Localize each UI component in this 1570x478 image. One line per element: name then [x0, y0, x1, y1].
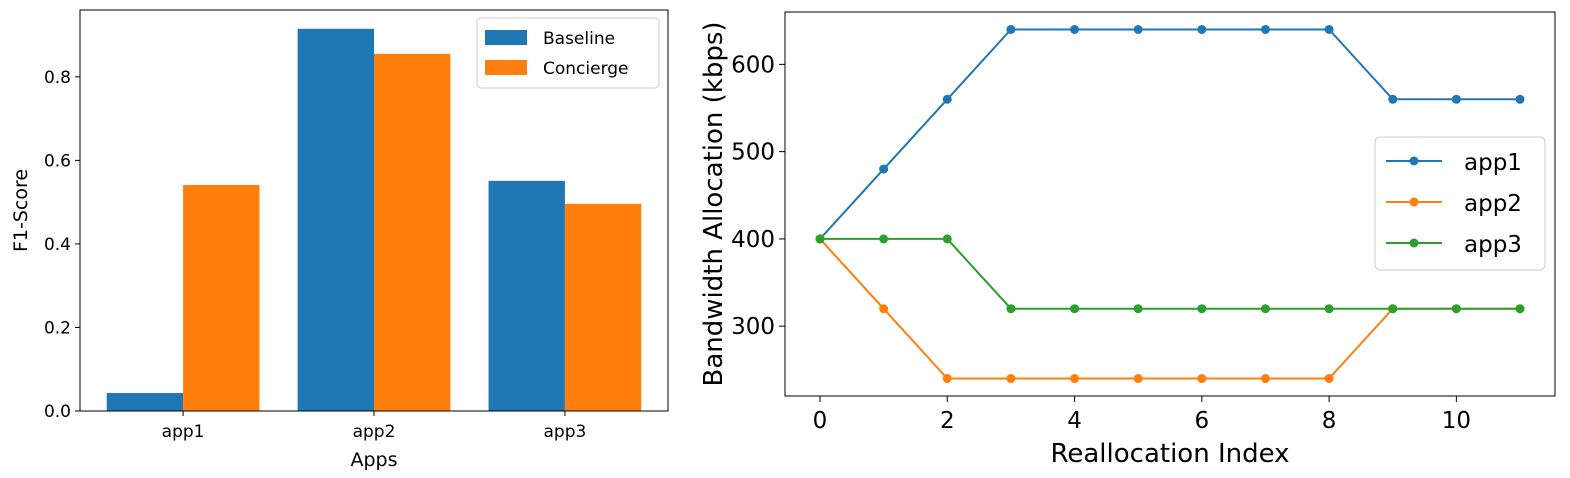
- axes-frame: [784, 11, 1556, 397]
- legend-swatch-baseline: [485, 30, 527, 45]
- point-app2-3: [1006, 374, 1016, 384]
- point-app3-2: [942, 234, 952, 244]
- point-app1-11: [1515, 94, 1525, 104]
- point-app3-4: [1070, 304, 1080, 314]
- point-app3-7: [1260, 304, 1270, 314]
- point-app3-3: [1006, 304, 1016, 314]
- y-tick-label: 600: [731, 52, 775, 78]
- bar-concierge-app3: [564, 203, 642, 411]
- y-tick-label: 300: [731, 314, 775, 340]
- point-app1-5: [1133, 24, 1143, 34]
- legend: app1 app2 app3: [1374, 136, 1546, 271]
- point-app3-1: [879, 234, 889, 244]
- bandwidth-line-chart: 300 400 500 600 0 2 4 6 8 10 Reallocation Index Ban…: [699, 11, 1556, 469]
- point-app1-4: [1070, 24, 1080, 34]
- point-app2-4: [1070, 374, 1080, 384]
- legend-swatch-concierge: [485, 60, 527, 75]
- x-tick-label: 2: [940, 408, 955, 434]
- x-tick-label: 8: [1322, 408, 1337, 434]
- point-app2-7: [1260, 374, 1270, 384]
- point-app1-2: [942, 94, 952, 104]
- bar-baseline-app2: [297, 28, 374, 411]
- f1-score-bar-chart: 0.0 0.2 0.4 0.6 0.8 app1 app2 app3 Apps F1-Score B…: [10, 9, 669, 471]
- x-tick-label: app2: [353, 422, 396, 442]
- point-app2-2: [942, 374, 952, 384]
- point-app1-6: [1197, 24, 1207, 34]
- legend-label-app1: app1: [1464, 150, 1522, 176]
- line-app1: [819, 28, 1520, 240]
- legend-label-app3: app3: [1464, 232, 1522, 258]
- point-app2-8: [1324, 374, 1334, 384]
- point-app1-10: [1451, 94, 1461, 104]
- point-app3-8: [1324, 304, 1334, 314]
- point-app2-5: [1133, 374, 1143, 384]
- legend-label-baseline: Baseline: [543, 29, 615, 49]
- point-app3-6: [1197, 304, 1207, 314]
- legend-marker-app3: [1409, 238, 1419, 248]
- point-app2-6: [1197, 374, 1207, 384]
- x-tick-label: 6: [1194, 408, 1209, 434]
- x-tick-label: app3: [543, 422, 586, 442]
- bar-concierge-app2: [374, 53, 451, 411]
- x-tick-label: 4: [1067, 408, 1082, 434]
- bar-baseline-app1: [106, 393, 184, 411]
- y-axis-label: F1-Score: [10, 169, 32, 252]
- x-axis-label: Reallocation Index: [1050, 439, 1289, 469]
- line-app3: [820, 237, 1520, 310]
- x-tick-label: 10: [1442, 408, 1471, 434]
- y-tick-label: 0.4: [44, 235, 71, 255]
- y-axis-label: Bandwidth Allocation (kbps): [699, 21, 729, 386]
- bar-concierge-app1: [183, 185, 260, 411]
- point-app3-11: [1515, 304, 1525, 314]
- point-app3-9: [1388, 304, 1398, 314]
- y-tick-label: 400: [731, 227, 775, 253]
- point-app3-5: [1133, 304, 1143, 314]
- legend-marker-app1: [1409, 156, 1419, 166]
- bar-baseline-app3: [488, 180, 565, 411]
- legend-label-app2: app2: [1464, 191, 1522, 217]
- x-tick-label: 0: [813, 408, 828, 434]
- point-app1-7: [1260, 24, 1270, 34]
- point-app1-1: [879, 164, 889, 174]
- point-app3-0: [815, 234, 825, 244]
- y-tick-label: 500: [731, 140, 775, 166]
- legend-marker-app2: [1409, 197, 1419, 207]
- point-app1-8: [1324, 24, 1334, 34]
- legend: Baseline Concierge: [476, 17, 660, 89]
- x-tick-label: app1: [162, 422, 205, 442]
- legend-box: [1374, 136, 1546, 271]
- point-app3-10: [1451, 304, 1461, 314]
- x-axis-label: Apps: [350, 449, 397, 471]
- point-app1-9: [1388, 94, 1398, 104]
- y-tick-label: 0.2: [44, 318, 71, 338]
- point-app2-1: [879, 304, 889, 314]
- y-tick-label: 0.8: [44, 68, 71, 88]
- point-app1-3: [1006, 24, 1016, 34]
- legend-label-concierge: Concierge: [543, 59, 629, 79]
- y-tick-label: 0.6: [44, 151, 71, 171]
- y-tick-label: 0.0: [44, 402, 71, 422]
